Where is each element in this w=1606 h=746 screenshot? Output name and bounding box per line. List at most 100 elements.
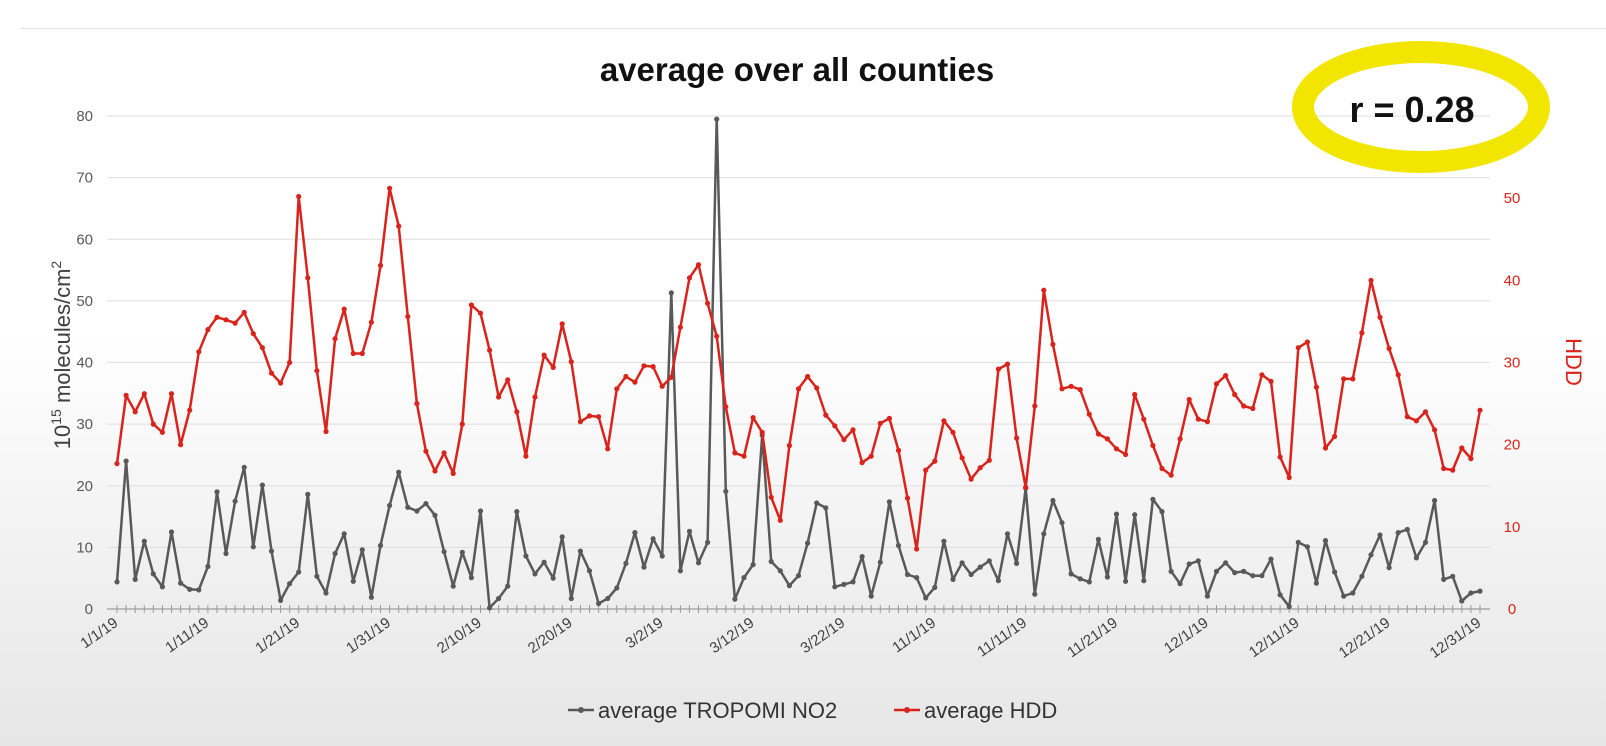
data-point-hdd xyxy=(568,359,574,365)
data-point-hdd xyxy=(1186,396,1192,403)
data-point-hdd xyxy=(359,350,365,357)
data-point-hdd xyxy=(414,401,420,407)
data-point-no2 xyxy=(786,583,793,589)
data-point-no2 xyxy=(1313,580,1319,586)
data-point-hdd xyxy=(632,379,638,385)
data-point-no2 xyxy=(659,553,665,559)
data-point-no2 xyxy=(377,542,384,549)
data-point-hdd xyxy=(377,262,384,269)
data-point-hdd xyxy=(423,448,429,454)
data-point-no2 xyxy=(496,595,502,602)
data-point-no2 xyxy=(468,575,474,581)
data-point-no2 xyxy=(287,581,293,587)
data-point-no2 xyxy=(1132,512,1138,518)
data-point-no2 xyxy=(1068,571,1074,577)
data-point-hdd xyxy=(341,306,347,312)
data-point-hdd xyxy=(1368,277,1374,283)
x-tick-label: 1/31/19 xyxy=(343,614,394,657)
data-point-no2 xyxy=(1113,511,1120,517)
y-axis-title: 1015 molecules/cm2 xyxy=(48,261,75,450)
data-point-no2 xyxy=(614,585,620,591)
data-point-no2 xyxy=(1077,576,1083,582)
data-point-hdd xyxy=(1068,383,1074,389)
data-point-hdd xyxy=(114,461,120,467)
data-point-hdd xyxy=(296,193,302,200)
data-point-hdd xyxy=(1041,287,1047,293)
data-point-hdd xyxy=(823,412,829,418)
data-point-no2 xyxy=(1123,578,1129,584)
data-point-no2 xyxy=(650,536,656,542)
data-point-hdd xyxy=(196,349,202,355)
data-point-hdd xyxy=(368,319,374,325)
x-tick-label: 12/31/19 xyxy=(1427,614,1485,661)
x-tick-label: 11/21/19 xyxy=(1064,614,1121,661)
x-tick-label: 2/20/19 xyxy=(525,614,576,657)
data-point-no2 xyxy=(832,584,838,590)
data-point-no2 xyxy=(1159,509,1165,515)
data-point-hdd xyxy=(178,442,184,448)
data-point-hdd xyxy=(387,185,393,191)
data-point-hdd xyxy=(1086,411,1092,417)
x-tick-label: 11/1/19 xyxy=(889,614,939,656)
data-point-hdd xyxy=(1422,409,1429,415)
data-point-no2 xyxy=(1250,573,1256,579)
data-point-no2 xyxy=(359,547,365,553)
data-point-hdd xyxy=(1350,376,1356,382)
data-point-hdd xyxy=(1095,431,1101,437)
data-point-no2 xyxy=(596,600,602,607)
data-point-no2 xyxy=(132,576,138,583)
correlation-annotation: r = 0.28 xyxy=(1292,41,1550,173)
data-point-hdd xyxy=(1332,433,1338,440)
data-point-hdd xyxy=(1268,378,1274,384)
data-point-no2 xyxy=(1295,539,1301,546)
data-point-no2 xyxy=(1032,591,1038,597)
data-point-hdd xyxy=(1023,484,1029,490)
x-tick-label: 12/11/19 xyxy=(1246,614,1303,661)
data-point-hdd xyxy=(695,262,702,268)
data-point-hdd xyxy=(732,450,738,456)
data-point-hdd xyxy=(659,383,665,389)
data-point-no2 xyxy=(795,573,802,579)
data-point-no2 xyxy=(1223,560,1229,566)
data-point-hdd xyxy=(686,275,693,281)
data-point-no2 xyxy=(641,564,647,570)
x-tick-label: 2/10/19 xyxy=(434,614,485,657)
data-point-hdd xyxy=(532,394,538,400)
data-point-hdd xyxy=(323,428,329,435)
data-point-hdd xyxy=(287,359,293,366)
data-point-no2 xyxy=(1404,526,1410,533)
data-point-no2 xyxy=(1386,565,1392,571)
x-tick-label: 3/2/19 xyxy=(623,614,667,652)
legend-label-no2: average TROPOMI NO2 xyxy=(598,698,837,723)
data-point-hdd xyxy=(859,460,865,466)
data-point-hdd xyxy=(650,364,656,370)
gridlines xyxy=(107,115,1490,548)
data-point-no2 xyxy=(259,482,265,488)
data-point-no2 xyxy=(196,587,202,593)
data-point-no2 xyxy=(432,512,438,518)
data-point-hdd xyxy=(1168,472,1174,478)
data-point-no2 xyxy=(714,116,720,122)
data-point-hdd xyxy=(150,421,156,427)
data-point-hdd xyxy=(141,391,147,397)
data-point-no2 xyxy=(459,549,465,555)
data-point-hdd xyxy=(959,455,965,461)
data-point-hdd xyxy=(668,374,674,380)
data-point-hdd xyxy=(868,453,874,459)
data-point-no2 xyxy=(1395,530,1401,536)
data-point-hdd xyxy=(514,409,520,415)
data-point-no2 xyxy=(341,531,347,537)
data-point-hdd xyxy=(596,414,602,420)
data-point-no2 xyxy=(568,595,574,602)
data-point-hdd xyxy=(1123,451,1129,458)
data-point-hdd xyxy=(450,470,456,476)
data-point-hdd xyxy=(541,352,547,358)
data-point-no2 xyxy=(1104,574,1110,580)
data-point-hdd xyxy=(1413,418,1419,424)
data-point-no2 xyxy=(950,576,956,583)
data-point-no2 xyxy=(487,605,493,611)
x-tick-label: 3/22/19 xyxy=(797,614,848,657)
data-point-hdd xyxy=(1441,465,1447,472)
data-point-hdd xyxy=(1259,372,1265,378)
data-point-hdd xyxy=(1404,414,1410,420)
